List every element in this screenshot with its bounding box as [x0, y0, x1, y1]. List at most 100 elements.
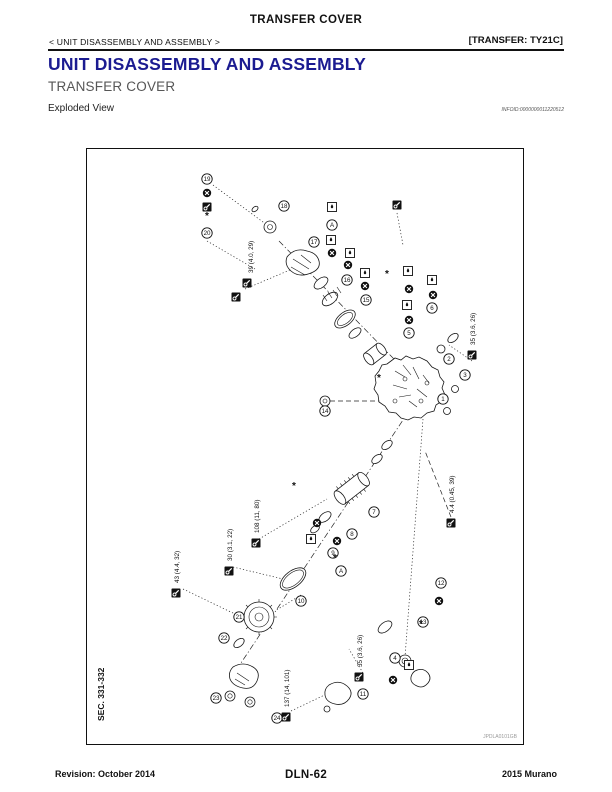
section-subtitle: TRANSFER COVER [48, 79, 176, 94]
torque-label: 39 (4.0, 29) [248, 241, 255, 273]
sec-number-label: SEC. 331-332 [96, 667, 106, 721]
replace-part-icon [404, 284, 414, 294]
svg-text:8: 8 [350, 531, 354, 538]
torque-label: 35 (3.6, 26) [357, 635, 364, 667]
callout-number: 5 [403, 327, 415, 339]
svg-text:10: 10 [298, 598, 305, 605]
svg-text:11: 11 [360, 691, 367, 698]
svg-text:20: 20 [204, 230, 211, 237]
svg-text:4: 4 [393, 655, 397, 662]
document-title: TRANSFER COVER [249, 14, 363, 26]
replace-part-icon [327, 248, 337, 258]
callout-number: 10 [295, 595, 307, 607]
torque-icon [467, 350, 477, 360]
svg-text:22: 22 [221, 635, 228, 642]
svg-text:7: 7 [372, 509, 376, 516]
figure-code: JPDLA0101GB [483, 734, 518, 740]
svg-text:6: 6 [430, 305, 434, 312]
replace-part-icon [312, 518, 322, 528]
callout-number: 17 [308, 236, 320, 248]
sealant-icon [427, 275, 437, 285]
callout-number: 19 [201, 173, 213, 185]
torque-icon [446, 518, 456, 528]
callout-number: 14 [319, 405, 331, 417]
torque-label: 137 (14, 101) [284, 670, 291, 707]
star-mark: * [377, 373, 381, 384]
svg-text:1: 1 [441, 396, 445, 403]
svg-text:A: A [339, 568, 344, 575]
torque-icon [392, 200, 402, 210]
svg-text:21: 21 [236, 614, 243, 621]
torque-icon [242, 278, 252, 288]
svg-text:16: 16 [344, 277, 351, 284]
callout-number: 3 [459, 369, 471, 381]
replace-part-icon [332, 536, 342, 546]
callout-number: 16 [341, 274, 353, 286]
torque-icon [202, 202, 212, 212]
torque-icon [224, 566, 234, 576]
callout-number: 20 [201, 227, 213, 239]
sealant-icon [404, 660, 414, 670]
replace-part-icon [202, 188, 212, 198]
replace-part-icon [388, 675, 398, 685]
star-mark: * [333, 553, 337, 564]
callout-number: 9 [327, 547, 339, 559]
replace-part-icon [434, 596, 444, 606]
star-mark: * [292, 481, 296, 492]
callout-number: 4 [389, 652, 401, 664]
sealant-icon [402, 300, 412, 310]
footer-revision: Revision: October 2014 [55, 769, 156, 779]
section-title: UNIT DISASSEMBLY AND ASSEMBLY [48, 54, 366, 74]
svg-text:14: 14 [322, 408, 329, 415]
svg-text:12: 12 [438, 580, 445, 587]
svg-text:18: 18 [281, 203, 288, 210]
sealant-icon [326, 235, 336, 245]
callout-number: 24 [271, 712, 283, 724]
part-shapes [224, 205, 459, 713]
svg-text:24: 24 [274, 715, 281, 722]
torque-icon [281, 712, 291, 722]
callout-number: 21 [233, 611, 245, 623]
svg-text:23: 23 [213, 695, 220, 702]
torque-icon [251, 538, 261, 548]
exploded-view-drawing: 39 (4.0, 29) 35 (3.6, 26) 4.4 (0.45, 39) 10… [96, 173, 518, 740]
callout-number: 6 [426, 302, 438, 314]
torque-icon [354, 672, 364, 682]
svg-text:A: A [330, 222, 335, 229]
breadcrumb: < UNIT DISASSEMBLY AND ASSEMBLY > [49, 37, 221, 47]
callout-number: A [326, 219, 338, 231]
subsection-heading: Exploded View [48, 103, 114, 114]
replace-part-icon [404, 315, 414, 325]
svg-text:5: 5 [407, 330, 411, 337]
star-mark: * [205, 211, 209, 222]
torque-label: 35 (3.6, 26) [470, 313, 477, 345]
footer-page-number: DLN-62 [284, 769, 328, 781]
torque-icon [171, 588, 181, 598]
svg-text:9: 9 [331, 550, 335, 557]
figure-callouts: 39 (4.0, 29) 35 (3.6, 26) 4.4 (0.45, 39) 10… [171, 173, 477, 724]
svg-text:3: 3 [463, 372, 467, 379]
leader-lines [182, 184, 473, 712]
svg-text:17: 17 [311, 239, 318, 246]
callout-number: 7 [368, 506, 380, 518]
torque-label: 4.4 (0.45, 39) [449, 476, 456, 513]
callout-number: 15 [360, 294, 372, 306]
header-rule [48, 49, 564, 51]
callout-number: 12 [435, 577, 447, 589]
svg-text:2: 2 [447, 356, 451, 363]
replace-part-icon [360, 281, 370, 291]
callout-number: 11 [357, 688, 369, 700]
svg-text:15: 15 [363, 297, 370, 304]
callout-number: 18 [278, 200, 290, 212]
callout-number: 13 [417, 616, 429, 628]
sealant-icon [327, 202, 337, 212]
callout-number: 2 [443, 353, 455, 365]
transfer-code-label: [TRANSFER: TY21C] [468, 35, 563, 46]
footer-model: 2015 Murano [501, 769, 557, 779]
torque-label: 30 (3.1, 22) [227, 529, 234, 561]
callout-number: A [335, 565, 347, 577]
replace-part-icon [343, 260, 353, 270]
star-mark: * [385, 269, 389, 280]
sealant-icon [403, 266, 413, 276]
svg-text:13: 13 [420, 619, 427, 626]
